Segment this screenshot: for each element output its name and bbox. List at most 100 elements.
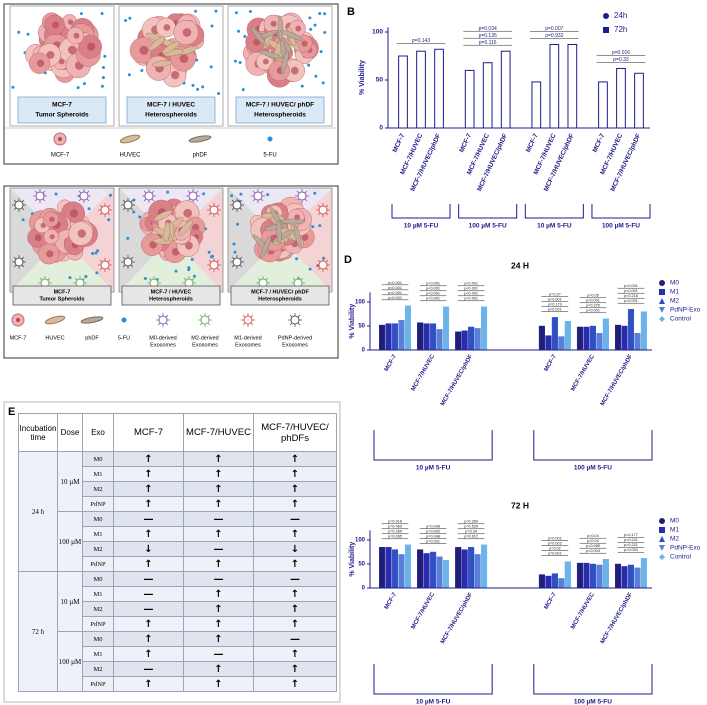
y-tick-label: 100: [355, 300, 366, 306]
nucleus: [163, 24, 171, 31]
time-cell: 72 h: [18, 571, 58, 692]
label-box: [235, 96, 325, 124]
p-value: p=0.135: [479, 33, 497, 39]
header-cell: Exo: [82, 413, 114, 452]
spheroid-label: Tumor Spheroids: [39, 296, 84, 302]
label-box: [121, 285, 221, 306]
y-tick-label: 0: [362, 586, 366, 592]
bar: [417, 549, 424, 589]
drug-dot: [11, 85, 15, 89]
exosome-spike: [265, 277, 269, 281]
legend-marker: [659, 554, 665, 560]
drug-dot: [233, 59, 237, 63]
legend-marker: [659, 307, 665, 313]
exo-cell: M2: [82, 601, 114, 617]
drug-dot: [323, 31, 327, 35]
p-value: p=0.469: [388, 525, 402, 529]
table-row: PdNP ↑ ↑ ↑: [19, 616, 337, 632]
exosome-spike: [195, 198, 199, 202]
nucleus: [171, 70, 180, 80]
exosome-spike: [239, 207, 243, 211]
p-value: p=0.05: [587, 294, 599, 298]
exosome-spike: [297, 314, 301, 318]
effect-cell: —: [183, 511, 254, 527]
exosome-spike: [207, 314, 211, 318]
drug-dot: [238, 60, 242, 64]
exo-cell: M1: [82, 526, 114, 542]
y-axis-label: % Viability: [359, 60, 366, 95]
drug-dot: [84, 274, 88, 278]
bar: [589, 563, 596, 589]
bar: [583, 562, 590, 589]
exosome-spike: [165, 314, 169, 318]
legend-label: phDF: [85, 335, 99, 341]
table-row: 72 h 10 µM M0— — —: [18, 571, 337, 692]
table-row: M1 ↑ ↑ ↑: [19, 466, 337, 482]
effect-cell: ↑: [113, 451, 184, 467]
spheroid-label: MCF-7: [52, 102, 72, 109]
legend-label: Exosomes: [192, 342, 218, 348]
exosome-spike: [122, 264, 126, 268]
drug-dot: [187, 268, 191, 272]
effect-cell: —: [183, 541, 254, 557]
drug-dot: [26, 32, 30, 36]
label-box: [230, 285, 330, 306]
phdf-cell: [258, 49, 283, 60]
p-value: p<0.001: [388, 281, 402, 285]
nucleus: [36, 59, 45, 67]
exo-cell: M0: [82, 451, 114, 467]
header-row: Incubation time Dose Exo MCF-7 MCF-7/HUVEC MC…: [18, 413, 337, 452]
drug-dot: [192, 274, 196, 278]
drug-dot: [307, 63, 311, 67]
nucleus: [295, 25, 302, 32]
drug-dot: [300, 84, 304, 88]
group-label: 100 µM 5-FU: [469, 223, 507, 230]
effect-cell: ↑: [183, 526, 254, 542]
group-bracket: [458, 204, 518, 219]
effect-cell: —: [253, 631, 337, 647]
nucleus: [52, 21, 60, 29]
drug-dot: [17, 30, 21, 34]
exosome-spike: [239, 256, 243, 260]
table-row: M1 ↑ — ↑: [19, 646, 337, 662]
group-bracket: [533, 664, 653, 695]
drug-dot: [211, 254, 215, 258]
bar: [481, 544, 488, 589]
exosome-spike: [157, 322, 161, 326]
panel-label: B: [347, 6, 355, 18]
spheroid-label: MCF-7: [54, 289, 71, 295]
drug-dot: [243, 34, 247, 38]
x-tick-label: MCF-7/HUVEC: [410, 353, 436, 392]
bar: [621, 325, 628, 351]
bg-bottom: [10, 238, 114, 292]
bar: [379, 547, 386, 589]
x-tick-label: MCF-7: [384, 353, 399, 372]
nucleus: [182, 28, 192, 37]
bar: [385, 547, 392, 589]
drug-dot: [237, 29, 241, 33]
group-bracket: [533, 430, 653, 461]
effect-cell: ↑: [183, 586, 254, 602]
effect-cell: —: [253, 511, 337, 527]
bar: [455, 547, 462, 589]
exosome-spike: [130, 199, 134, 203]
y-tick-label: 100: [355, 538, 366, 544]
group-bracket: [591, 204, 651, 219]
label-box: [17, 96, 107, 124]
exosome: [100, 205, 110, 215]
effect-cell: —: [113, 511, 184, 527]
legend-label: MCF-7: [51, 153, 70, 159]
effect-cell: ↑: [253, 496, 337, 512]
bar: [455, 331, 462, 351]
spheroid-label: MCF-7 / HUVEC: [147, 102, 195, 109]
bar: [461, 330, 468, 351]
legend-label: phDF: [193, 153, 208, 159]
group-label: 10 µM 5-FU: [416, 465, 451, 472]
drug-dot: [201, 85, 205, 89]
nucleus: [192, 223, 200, 231]
effect-cell: ↑: [183, 616, 254, 632]
bar: [464, 69, 475, 129]
p-value: p=0.34: [465, 530, 477, 534]
p-value: p=0.143: [412, 38, 430, 44]
